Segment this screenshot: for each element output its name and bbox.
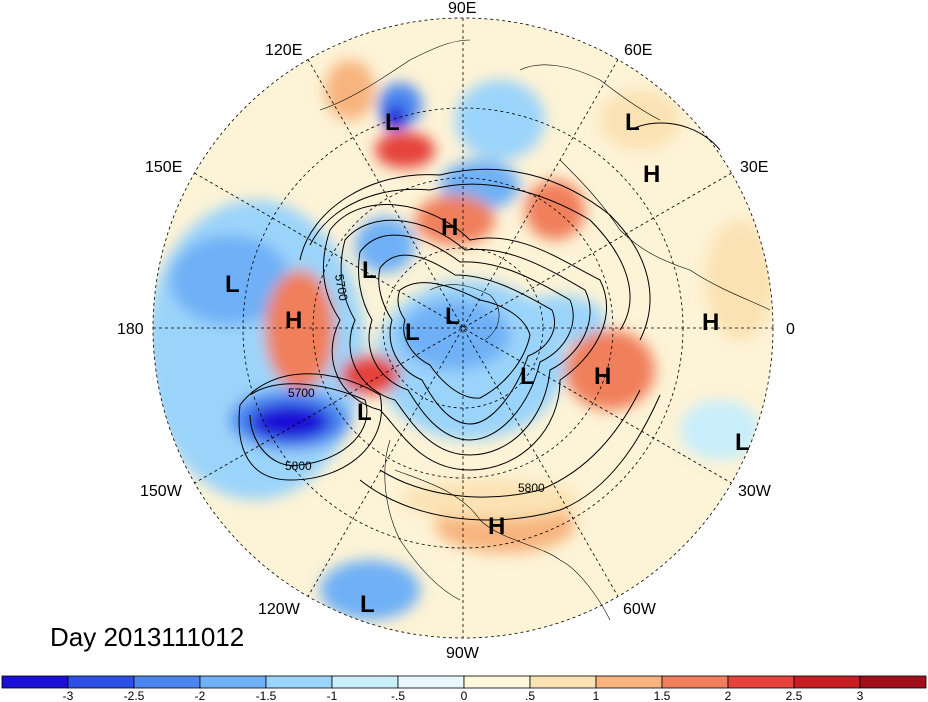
low-center: L [360, 591, 375, 618]
low-center: L [625, 109, 640, 136]
colorbar-tick-label: 2 [725, 689, 732, 702]
colorbar-tick-label: .5 [525, 689, 535, 702]
lon-label-120e: 120E [265, 42, 302, 59]
colorbar-swatch [397, 675, 465, 689]
colorbar-swatch [661, 675, 729, 689]
colorbar-tick-label: -2 [195, 689, 206, 702]
low-center: L [357, 399, 372, 426]
contour-label: 5700 [288, 386, 315, 400]
colorbar-tick-label: -3 [63, 689, 74, 702]
colorbar-tick-label: 1.5 [654, 689, 671, 702]
low-center: L [225, 271, 240, 298]
lon-label-120w: 120W [258, 601, 301, 618]
colorbar: -3 -2.5 -2 -1.5 -1 -.5 0 .5 1 1.5 2 2.5 3 [1, 675, 927, 702]
low-center: L [385, 109, 400, 136]
colorbar-swatch [265, 675, 333, 689]
colorbar-swatch [67, 675, 135, 689]
longitude-labels: 90E 60E 30E 0 30W 60W 90W 120W 150W 180 … [117, 0, 795, 662]
high-center: H [488, 513, 505, 540]
colorbar-tick-label: -1.5 [256, 689, 277, 702]
height-contours [238, 122, 721, 521]
high-center: H [441, 214, 458, 241]
high-center: H [594, 363, 611, 390]
low-center: L [735, 429, 750, 456]
colorbar-swatch [727, 675, 795, 689]
coastlines [319, 39, 771, 621]
colorbar-tick-label: 2.5 [786, 689, 803, 702]
lon-label-90e: 90E [448, 0, 476, 17]
colorbar-tick-label: -2.5 [124, 689, 145, 702]
lon-label-90w: 90W [446, 645, 480, 662]
colorbar-tick-label: 0 [461, 689, 468, 702]
lon-label-30w: 30W [738, 483, 772, 500]
pressure-centers: L L H H L L H L L H L H L L H L [225, 109, 750, 618]
anomaly-field [153, 18, 773, 638]
contour-label: 5700 [332, 273, 350, 302]
high-center: H [643, 161, 660, 188]
high-center: H [702, 309, 719, 336]
contour-label: 5800 [518, 481, 545, 495]
lon-label-30e: 30E [740, 159, 768, 176]
contour-labels: 5700 5700 5800 5800 [285, 273, 545, 495]
colorbar-swatch [1, 675, 69, 689]
lon-label-150e: 150E [145, 159, 182, 176]
colorbar-tick-label: 3 [857, 689, 864, 702]
contour-label: 5800 [285, 459, 312, 473]
colorbar-swatch [463, 675, 531, 689]
low-center: L [445, 303, 460, 330]
colorbar-swatch [529, 675, 597, 689]
high-center: H [285, 307, 302, 334]
lon-label-60w: 60W [623, 601, 657, 618]
day-title: Day 2013111012 [50, 622, 244, 652]
lon-label-0: 0 [786, 321, 795, 338]
low-center: L [362, 257, 377, 284]
colorbar-tick-label: -.5 [391, 689, 405, 702]
colorbar-tick-label: 1 [593, 689, 600, 702]
colorbar-swatch [859, 675, 927, 689]
low-center: L [405, 319, 420, 346]
colorbar-swatch [793, 675, 861, 689]
lon-label-180: 180 [117, 321, 144, 338]
lon-label-60e: 60E [624, 42, 652, 59]
colorbar-tick-label: -1 [327, 689, 338, 702]
colorbar-swatch [133, 675, 201, 689]
low-center: L [520, 363, 535, 390]
colorbar-swatch [199, 675, 267, 689]
lon-label-150w: 150W [140, 483, 183, 500]
colorbar-swatch [331, 675, 399, 689]
colorbar-swatch [595, 675, 663, 689]
